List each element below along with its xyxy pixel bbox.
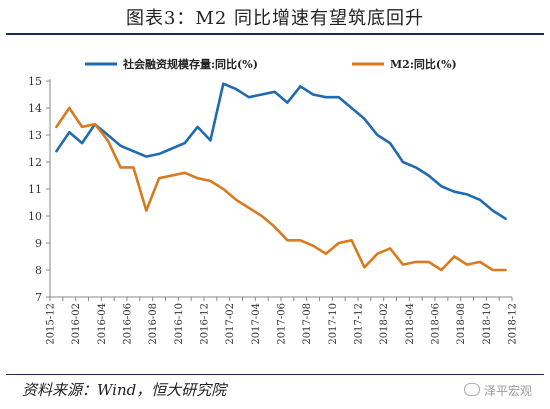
- x-tick-label: 2016-04: [97, 303, 108, 345]
- x-tick-label: 2017-02: [225, 303, 236, 345]
- source-divider: [6, 374, 544, 375]
- line-chart: 7 8 9 10 11 12 13 14 15 2015-12 2016-02 2016-04 2016…: [28, 57, 519, 345]
- x-tick-label: 2017-04: [251, 303, 262, 345]
- y-tick-label: 10: [28, 210, 42, 223]
- wechat-icon: [463, 383, 480, 396]
- x-tick-label: 2017-12: [354, 303, 365, 345]
- x-tick-label: 2017-06: [277, 303, 288, 345]
- y-tick-label: 11: [28, 183, 42, 196]
- y-tick-label: 8: [35, 264, 42, 277]
- y-tick-label: 13: [28, 129, 42, 142]
- y-tick-label: 9: [35, 237, 42, 250]
- y-tick-label: 15: [28, 75, 42, 88]
- x-tick-label: 2017-08: [302, 303, 313, 345]
- x-tick-label: 2016-10: [174, 303, 185, 345]
- x-tick-label: 2018-10: [482, 303, 493, 345]
- source-note: 资料来源：Wind，恒大研究院: [22, 381, 227, 399]
- x-tick-label: 2018-06: [431, 303, 442, 345]
- y-tick-label: 12: [28, 156, 42, 169]
- chart-area: 7 8 9 10 11 12 13 14 15 2015-12 2016-02 2016-04 2016…: [0, 36, 550, 372]
- x-tick-label: 2018-04: [405, 303, 416, 345]
- legend-label: M2:同比(%): [390, 57, 457, 71]
- x-tick-label: 2018-02: [379, 303, 390, 345]
- legend-label: 社会融资规模存量:同比(%): [122, 57, 258, 71]
- series-line-2: [55, 106, 507, 272]
- y-tick-label: 7: [35, 291, 42, 304]
- x-tick-label: 2016-08: [148, 303, 159, 345]
- title-divider: [6, 33, 544, 35]
- x-tick-label: 2016-06: [123, 303, 134, 345]
- watermark: 泽平宏观: [463, 382, 532, 399]
- watermark-text: 泽平宏观: [483, 384, 532, 398]
- x-tick-label: 2015-12: [46, 303, 57, 345]
- series-line-1: [55, 82, 507, 220]
- chart-title: 图表3：M2 同比增速有望筑底回升: [125, 8, 425, 29]
- x-tick-label: 2016-12: [200, 303, 211, 345]
- title-bar: 图表3：M2 同比增速有望筑底回升: [0, 0, 550, 36]
- x-tick-label: 2017-10: [328, 303, 339, 345]
- x-tick-label: 2018-08: [456, 303, 467, 345]
- y-tick-label: 14: [28, 102, 42, 115]
- x-tick-label: 2018-12: [508, 303, 519, 345]
- x-tick-label: 2016-02: [71, 303, 82, 345]
